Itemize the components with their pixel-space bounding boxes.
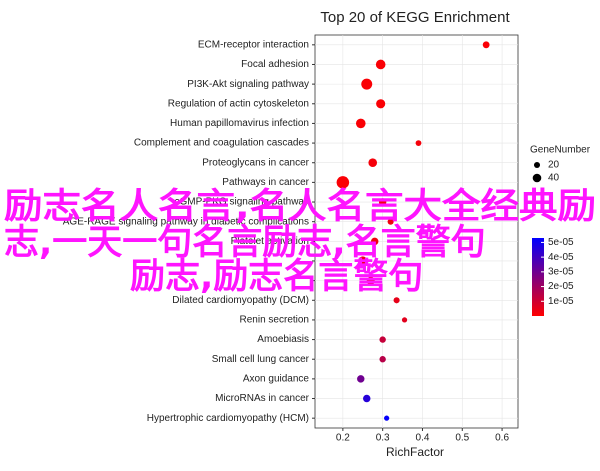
y-tick-label: Pathways in cancer xyxy=(222,177,309,188)
point xyxy=(361,78,373,90)
y-tick-label: MicroRNAs in cancer xyxy=(215,393,310,404)
plot-background xyxy=(314,34,519,429)
y-tick-label: Human papillomavirus infection xyxy=(170,118,309,129)
point xyxy=(415,140,422,146)
y-tick-label: Hypertrophic cardiomyopathy (HCM) xyxy=(147,413,309,424)
x-tick-label: 0.4 xyxy=(416,433,430,444)
y-tick-label: AGE-RAGE signaling pathway in diabetic c… xyxy=(63,216,309,227)
size-legend-dot xyxy=(532,173,542,183)
size-legend-label: 20 xyxy=(548,160,560,171)
x-tick-label: 0.6 xyxy=(495,433,509,444)
point xyxy=(482,41,490,49)
point xyxy=(368,158,378,168)
color-tick-label: 2e-05 xyxy=(548,281,574,292)
size-legend-label: 40 xyxy=(548,173,560,184)
point xyxy=(357,375,365,383)
y-tick-label: Small cell lung cancer xyxy=(212,354,310,365)
color-tick-label: 3e-05 xyxy=(548,266,574,277)
y-tick-label: Complement and coagulation cascades xyxy=(134,138,309,149)
overlay-text: 励志,励志名言警句 xyxy=(130,257,423,297)
overlay-text: 志,一天一句名言励志,名言警句 xyxy=(4,223,486,263)
chart-title: Top 20 of KEGG Enrichment xyxy=(320,9,510,26)
point xyxy=(378,198,387,206)
point xyxy=(366,276,375,285)
y-tick-label: Renin secretion xyxy=(240,315,309,326)
size-legend-title: GeneNumber xyxy=(530,145,591,156)
x-tick-label: 0.2 xyxy=(336,433,350,444)
point xyxy=(379,336,386,343)
y-tick-label: Proteoglycans in cancer xyxy=(202,157,309,168)
color-tick-label: 4e-05 xyxy=(548,252,574,263)
y-tick-label: Regulation of actin cytoskeleton xyxy=(168,98,309,109)
point xyxy=(375,59,386,70)
y-tick-label: Platelet activation xyxy=(231,236,309,247)
y-tick-label: Dilated cardiomyopathy (DCM) xyxy=(172,295,309,306)
x-axis-label: RichFactor xyxy=(386,445,444,459)
color-tick-label: 1e-05 xyxy=(548,296,574,307)
point xyxy=(355,118,366,129)
y-tick-label: Axon guidance xyxy=(243,374,310,385)
point xyxy=(401,317,408,323)
size-legend-dot xyxy=(533,161,541,169)
overlay-text: 励志名人名言,名人名言大全经典励 xyxy=(4,186,596,227)
color-tick-label: 5e-05 xyxy=(548,237,574,248)
x-tick-label: 0.3 xyxy=(376,433,390,444)
x-tick-label: 0.5 xyxy=(455,433,469,444)
point xyxy=(336,176,350,189)
point xyxy=(379,356,386,363)
point xyxy=(384,415,390,421)
color-bar xyxy=(532,238,544,316)
y-tick-label: cGMP-PKG signaling pathway xyxy=(174,197,309,208)
y-tick-label: ECM-receptor interaction xyxy=(198,39,309,50)
y-tick-label: Focal adhesion xyxy=(241,59,309,70)
point xyxy=(387,218,394,225)
point xyxy=(358,256,368,266)
point xyxy=(370,237,379,246)
y-tick-label: Amoebiasis xyxy=(257,334,309,345)
point xyxy=(393,297,400,304)
point xyxy=(363,394,371,403)
point xyxy=(376,99,386,109)
y-tick-label: PI3K-Akt signaling pathway xyxy=(187,79,309,90)
